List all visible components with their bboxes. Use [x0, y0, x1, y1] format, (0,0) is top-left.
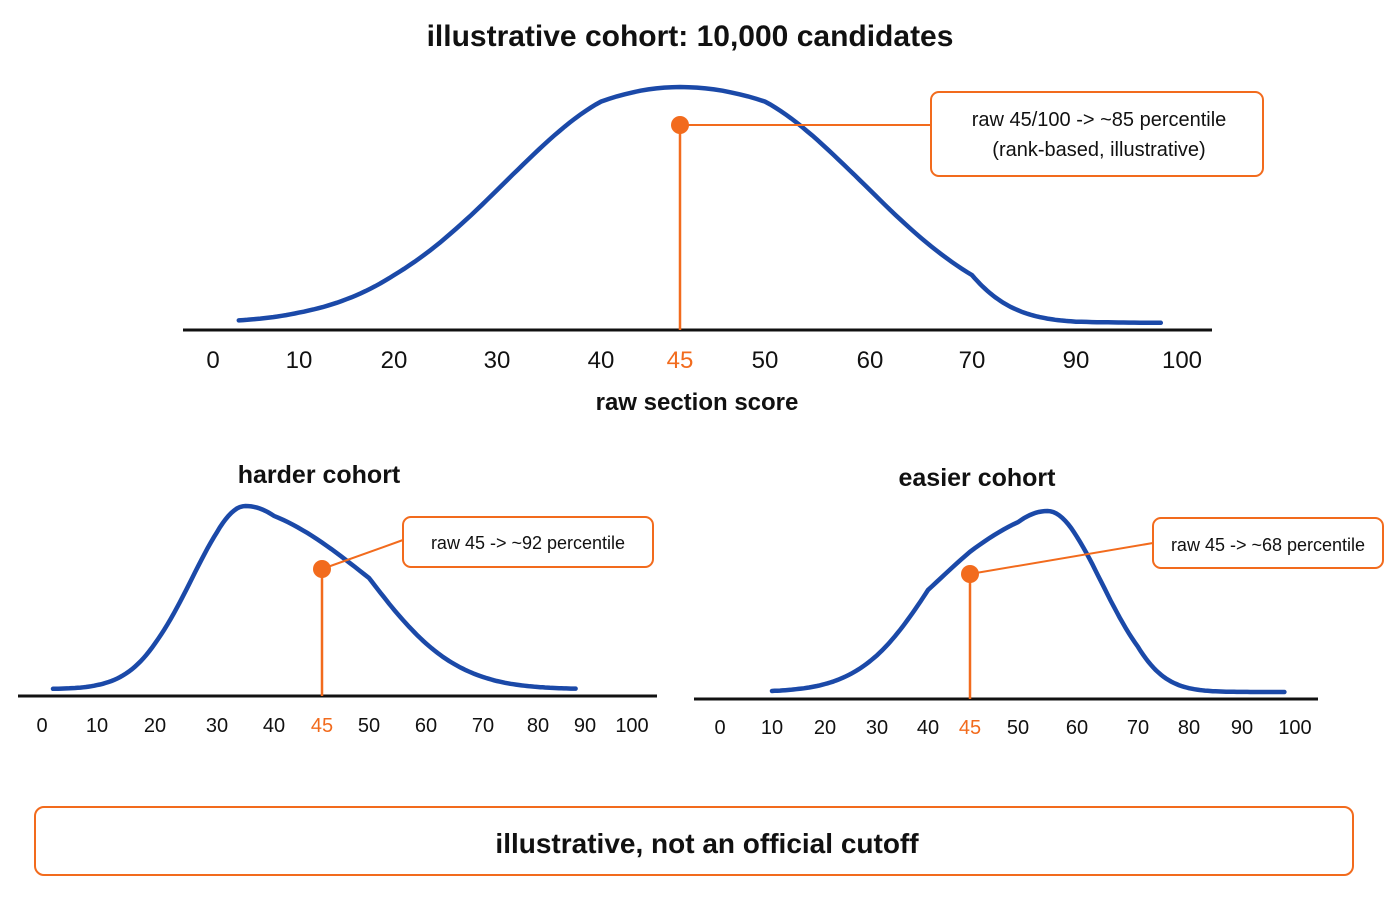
- annotation-box: [1152, 517, 1384, 569]
- x-tick-label: 90: [574, 715, 596, 737]
- x-tick-label: 10: [86, 715, 108, 737]
- x-tick-label: 30: [484, 347, 511, 374]
- x-tick-label: 60: [857, 347, 884, 374]
- annotation-leader-line: [321, 539, 404, 570]
- x-tick-label: 40: [263, 715, 285, 737]
- x-tick-label: 10: [761, 717, 783, 739]
- x-tick-label: 100: [1162, 347, 1202, 374]
- x-tick-label: 50: [358, 715, 380, 737]
- x-tick-label: 60: [1066, 717, 1088, 739]
- x-tick-label: 40: [588, 347, 615, 374]
- x-tick-label: 40: [917, 717, 939, 739]
- x-axis-label: raw section score: [596, 389, 799, 416]
- chart-title: harder cohort: [238, 461, 401, 489]
- easier-cohort-chart: easier cohort 0 10 20 30 40 45 50 60 70 80 90 100 raw…: [694, 464, 1384, 739]
- annotation-text: (rank-based, illustrative): [992, 139, 1205, 161]
- x-tick-label: 0: [206, 347, 219, 374]
- x-tick-label: 80: [527, 715, 549, 737]
- marker-dot: [961, 565, 979, 583]
- x-tick-label: 20: [144, 715, 166, 737]
- x-tick-label: 30: [206, 715, 228, 737]
- annotation-text: raw 45 -> ~68 percentile: [1171, 535, 1365, 555]
- annotation-text: raw 45/100 -> ~85 percentile: [972, 109, 1227, 131]
- footer-text: illustrative, not an official cutoff: [495, 828, 919, 859]
- x-tick-label: 70: [959, 347, 986, 374]
- x-tick-label: 100: [1278, 717, 1311, 739]
- x-tick-label: 90: [1231, 717, 1253, 739]
- x-tick-label: 70: [472, 715, 494, 737]
- x-tick-label: 90: [1063, 347, 1090, 374]
- annotation-leader-line: [969, 542, 1154, 575]
- x-tick-highlight: 45: [959, 717, 981, 739]
- distribution-curve: [769, 508, 1287, 695]
- x-tick-label: 60: [415, 715, 437, 737]
- main-cohort-chart: 0 10 20 30 40 45 50 60 70 90 100 raw section score r…: [183, 84, 1264, 416]
- annotation-text: raw 45 -> ~92 percentile: [431, 533, 625, 553]
- footer-box: [34, 806, 1354, 876]
- x-tick-label: 0: [36, 715, 47, 737]
- annotation-box: [402, 516, 654, 568]
- x-tick-label: 30: [866, 717, 888, 739]
- chart-title: easier cohort: [898, 464, 1056, 492]
- x-tick-label: 80: [1178, 717, 1200, 739]
- x-tick-label: 70: [1127, 717, 1149, 739]
- x-tick-highlight: 45: [311, 715, 333, 737]
- main-title: illustrative cohort: 10,000 candidates: [427, 20, 954, 53]
- x-tick-label: 0: [714, 717, 725, 739]
- marker-dot: [671, 116, 689, 134]
- marker-dot: [313, 560, 331, 578]
- x-tick-highlight: 45: [667, 347, 694, 374]
- distribution-curve: [50, 503, 578, 692]
- annotation-box: [930, 91, 1264, 177]
- x-tick-label: 20: [381, 347, 408, 374]
- x-tick-label: 10: [286, 347, 313, 374]
- x-tick-label: 50: [752, 347, 779, 374]
- distribution-curve: [236, 84, 1164, 326]
- x-tick-label: 20: [814, 717, 836, 739]
- harder-cohort-chart: harder cohort 0 10 20 30 40 45 50 60 70 80 90 100 raw…: [18, 461, 657, 737]
- footer-note: illustrative, not an official cutoff: [34, 806, 1354, 876]
- x-tick-label: 50: [1007, 717, 1029, 739]
- x-tick-label: 100: [615, 715, 648, 737]
